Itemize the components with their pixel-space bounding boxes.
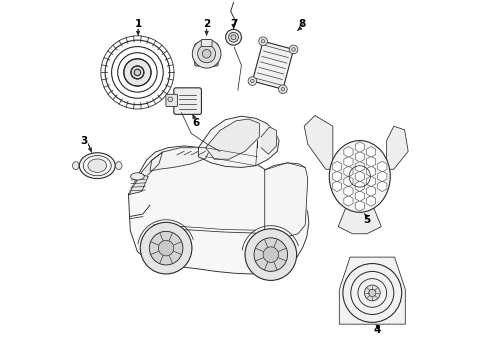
FancyBboxPatch shape xyxy=(201,40,212,46)
Text: 6: 6 xyxy=(192,118,199,128)
Polygon shape xyxy=(205,119,259,159)
Circle shape xyxy=(131,66,144,79)
Text: 3: 3 xyxy=(81,136,88,146)
Text: 4: 4 xyxy=(374,325,381,335)
Circle shape xyxy=(248,77,257,85)
Text: 7: 7 xyxy=(230,19,237,29)
Circle shape xyxy=(368,289,376,297)
FancyBboxPatch shape xyxy=(195,44,218,66)
Polygon shape xyxy=(387,126,408,169)
Circle shape xyxy=(245,229,296,280)
Polygon shape xyxy=(129,175,148,194)
Polygon shape xyxy=(304,116,333,169)
Circle shape xyxy=(229,32,239,42)
Circle shape xyxy=(197,45,216,63)
Circle shape xyxy=(365,285,380,301)
Polygon shape xyxy=(265,163,308,237)
Ellipse shape xyxy=(73,162,79,170)
Circle shape xyxy=(149,231,183,265)
Circle shape xyxy=(263,247,279,262)
Circle shape xyxy=(192,40,221,68)
Circle shape xyxy=(158,240,174,256)
Circle shape xyxy=(202,49,211,58)
Circle shape xyxy=(254,238,288,271)
Ellipse shape xyxy=(116,162,122,170)
Polygon shape xyxy=(128,152,163,194)
Circle shape xyxy=(250,79,254,83)
Text: 2: 2 xyxy=(203,19,210,29)
Circle shape xyxy=(281,87,285,91)
Polygon shape xyxy=(128,146,309,274)
Ellipse shape xyxy=(168,97,172,102)
Circle shape xyxy=(140,222,192,274)
Circle shape xyxy=(292,48,295,51)
Circle shape xyxy=(289,45,298,54)
Ellipse shape xyxy=(88,159,107,172)
FancyBboxPatch shape xyxy=(166,94,177,107)
Circle shape xyxy=(261,40,265,43)
Ellipse shape xyxy=(329,140,390,212)
Polygon shape xyxy=(252,41,294,89)
Polygon shape xyxy=(261,127,276,154)
Text: 8: 8 xyxy=(299,19,306,29)
Text: 1: 1 xyxy=(135,19,142,29)
Circle shape xyxy=(225,30,242,45)
Polygon shape xyxy=(338,209,381,234)
Circle shape xyxy=(134,69,141,76)
Polygon shape xyxy=(150,148,211,171)
Text: 5: 5 xyxy=(363,215,370,225)
Circle shape xyxy=(259,37,268,46)
FancyBboxPatch shape xyxy=(174,88,201,114)
Circle shape xyxy=(279,85,287,94)
Circle shape xyxy=(124,59,151,86)
Polygon shape xyxy=(339,257,405,324)
Polygon shape xyxy=(198,116,279,167)
Ellipse shape xyxy=(79,153,115,179)
Circle shape xyxy=(231,35,236,40)
Ellipse shape xyxy=(131,173,144,180)
